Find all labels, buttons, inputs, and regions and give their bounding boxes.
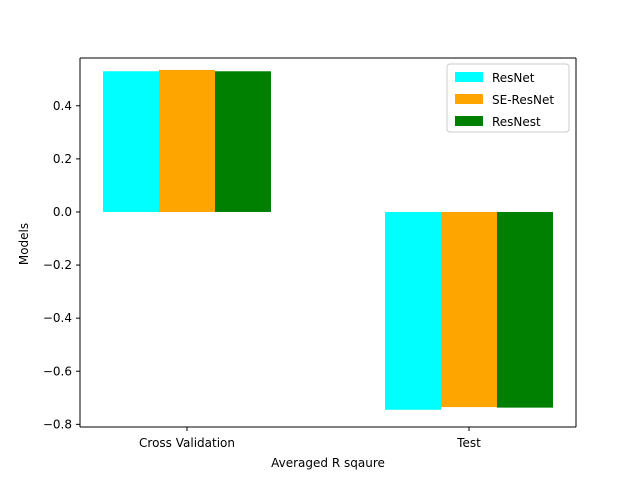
bar-resnet-test xyxy=(385,211,441,410)
legend-swatch-resnet xyxy=(455,72,483,82)
x-axis-title: Averaged R sqaure xyxy=(271,456,385,470)
legend-swatch-se-resnet xyxy=(455,94,483,104)
legend-swatch-resnest xyxy=(455,116,483,126)
bar-resnet-cross-validation xyxy=(103,71,159,212)
bar-se-resnet-test xyxy=(441,211,497,408)
y-tick-label: −0.2 xyxy=(43,258,72,272)
bars-group xyxy=(103,69,553,410)
y-tick-label: −0.6 xyxy=(43,364,72,378)
y-tick-label: −0.4 xyxy=(43,311,72,325)
legend: ResNet SE-ResNet ResNest xyxy=(446,63,570,133)
bar-se-resnet-cross-validation xyxy=(159,69,215,212)
bar-resnest-cross-validation xyxy=(215,71,271,212)
x-tick-label: Cross Validation xyxy=(139,436,235,450)
bar-resnest-test xyxy=(497,211,553,408)
legend-label-resnest: ResNest xyxy=(492,115,541,129)
legend-label-resnet: ResNet xyxy=(492,71,535,85)
y-tick-label: 0.4 xyxy=(53,99,72,113)
y-axis-title: Models xyxy=(17,223,31,265)
ticks-group: 0.4 0.2 0.0 −0.2 −0.4 −0.6 −0.8 Cross Validatio… xyxy=(43,99,481,450)
axes-group xyxy=(79,57,577,428)
legend-label-se-resnet: SE-ResNet xyxy=(492,93,554,107)
x-tick-label: Test xyxy=(456,436,481,450)
y-tick-label: 0.2 xyxy=(53,152,72,166)
y-tick-label: 0.0 xyxy=(53,205,72,219)
y-tick-label: −0.8 xyxy=(43,417,72,431)
